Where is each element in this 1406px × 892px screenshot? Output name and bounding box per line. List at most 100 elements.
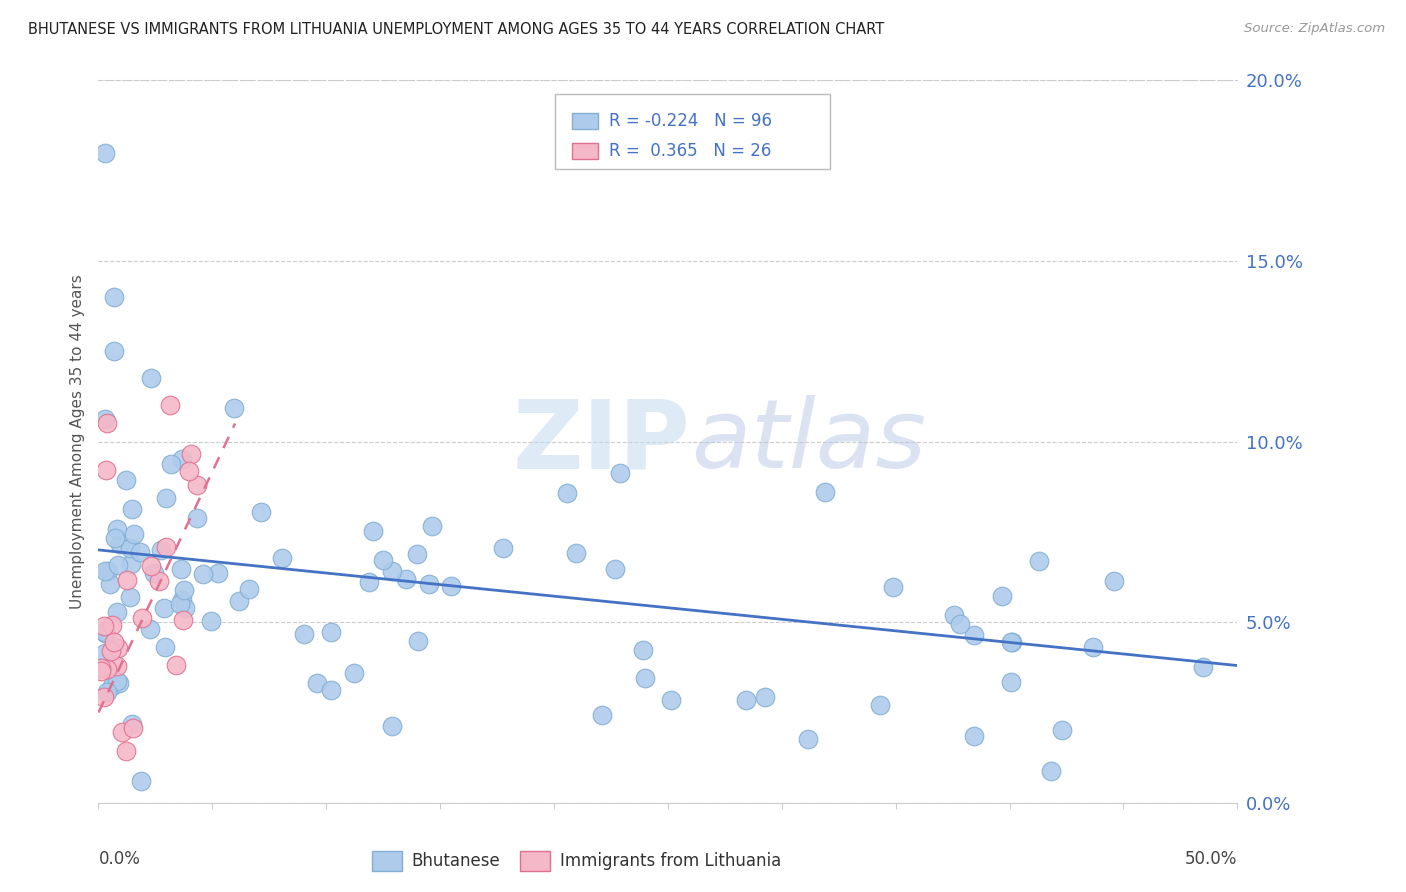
Point xyxy=(94,145,117,160)
Point xyxy=(121,717,143,731)
Point xyxy=(121,557,143,571)
Point xyxy=(93,690,115,704)
Point xyxy=(129,773,152,788)
Point xyxy=(129,544,152,558)
Point xyxy=(159,457,181,471)
Point xyxy=(1104,574,1126,588)
Point xyxy=(94,625,117,640)
Point xyxy=(1028,554,1050,568)
Point xyxy=(564,545,586,559)
Point xyxy=(734,693,756,707)
Point xyxy=(94,411,117,425)
Point xyxy=(172,452,194,467)
Point xyxy=(105,674,128,689)
Point xyxy=(949,617,972,632)
Point xyxy=(170,561,193,575)
Point xyxy=(124,527,146,541)
Point xyxy=(141,370,163,384)
Point xyxy=(118,591,141,605)
Point xyxy=(186,511,208,525)
Point xyxy=(1052,723,1074,737)
Point xyxy=(131,610,153,624)
Point xyxy=(381,719,404,733)
Point xyxy=(107,558,129,572)
Point xyxy=(94,463,117,477)
Point xyxy=(186,478,208,492)
Point xyxy=(172,613,194,627)
Point xyxy=(103,290,125,304)
Point xyxy=(149,543,172,558)
Point xyxy=(603,562,626,576)
Point xyxy=(103,344,125,359)
Point xyxy=(103,635,125,649)
Point xyxy=(422,519,444,533)
Point xyxy=(228,594,250,608)
Point xyxy=(94,565,117,579)
Text: R =  0.365   N = 26: R = 0.365 N = 26 xyxy=(609,142,770,160)
Point xyxy=(609,467,631,481)
Point xyxy=(1001,634,1024,648)
Point xyxy=(381,564,404,578)
Point xyxy=(94,646,117,660)
Text: Source: ZipAtlas.com: Source: ZipAtlas.com xyxy=(1244,22,1385,36)
Point xyxy=(963,729,986,743)
Point xyxy=(361,524,384,538)
Point xyxy=(96,663,118,677)
Point xyxy=(359,575,381,590)
Point xyxy=(869,698,891,713)
Point xyxy=(406,633,429,648)
Point xyxy=(343,666,366,681)
Point xyxy=(555,486,578,500)
Point xyxy=(107,675,129,690)
Point xyxy=(1000,635,1022,649)
Legend: Bhutanese, Immigrants from Lithuania: Bhutanese, Immigrants from Lithuania xyxy=(366,844,789,878)
Point xyxy=(631,642,654,657)
Point xyxy=(193,567,215,582)
Point xyxy=(105,522,128,536)
Point xyxy=(114,473,136,487)
Point xyxy=(142,566,165,581)
Point xyxy=(90,664,112,678)
Point xyxy=(155,640,177,655)
Point xyxy=(159,398,181,412)
Point xyxy=(111,724,134,739)
Point xyxy=(1192,660,1215,674)
Point xyxy=(107,641,129,656)
Point xyxy=(105,605,128,619)
Point xyxy=(440,579,463,593)
Point xyxy=(319,683,342,698)
Point xyxy=(405,547,427,561)
Point xyxy=(155,491,177,505)
Point xyxy=(292,627,315,641)
Point xyxy=(165,658,187,673)
Point xyxy=(173,601,195,615)
Point xyxy=(139,558,162,573)
Point xyxy=(963,627,986,641)
Point xyxy=(121,501,143,516)
Point xyxy=(1039,764,1062,778)
Point xyxy=(104,531,127,545)
Point xyxy=(115,574,138,588)
Point xyxy=(270,551,292,566)
Point xyxy=(93,619,115,633)
Point xyxy=(90,660,112,674)
Point xyxy=(394,572,416,586)
Point xyxy=(307,676,329,690)
Point xyxy=(153,601,176,615)
Point xyxy=(114,743,136,757)
Text: R = -0.224   N = 96: R = -0.224 N = 96 xyxy=(609,112,772,130)
Point xyxy=(180,446,202,460)
Point xyxy=(882,580,904,594)
Point xyxy=(797,731,820,746)
Point xyxy=(991,589,1014,603)
Point xyxy=(105,659,128,673)
Point xyxy=(96,685,118,699)
Point xyxy=(96,417,118,431)
Text: BHUTANESE VS IMMIGRANTS FROM LITHUANIA UNEMPLOYMENT AMONG AGES 35 TO 44 YEARS CO: BHUTANESE VS IMMIGRANTS FROM LITHUANIA U… xyxy=(28,22,884,37)
Point xyxy=(98,577,121,591)
Point xyxy=(1000,674,1022,689)
Text: 50.0%: 50.0% xyxy=(1185,850,1237,868)
Text: atlas: atlas xyxy=(690,395,925,488)
Point xyxy=(943,607,966,622)
Point xyxy=(97,564,120,578)
